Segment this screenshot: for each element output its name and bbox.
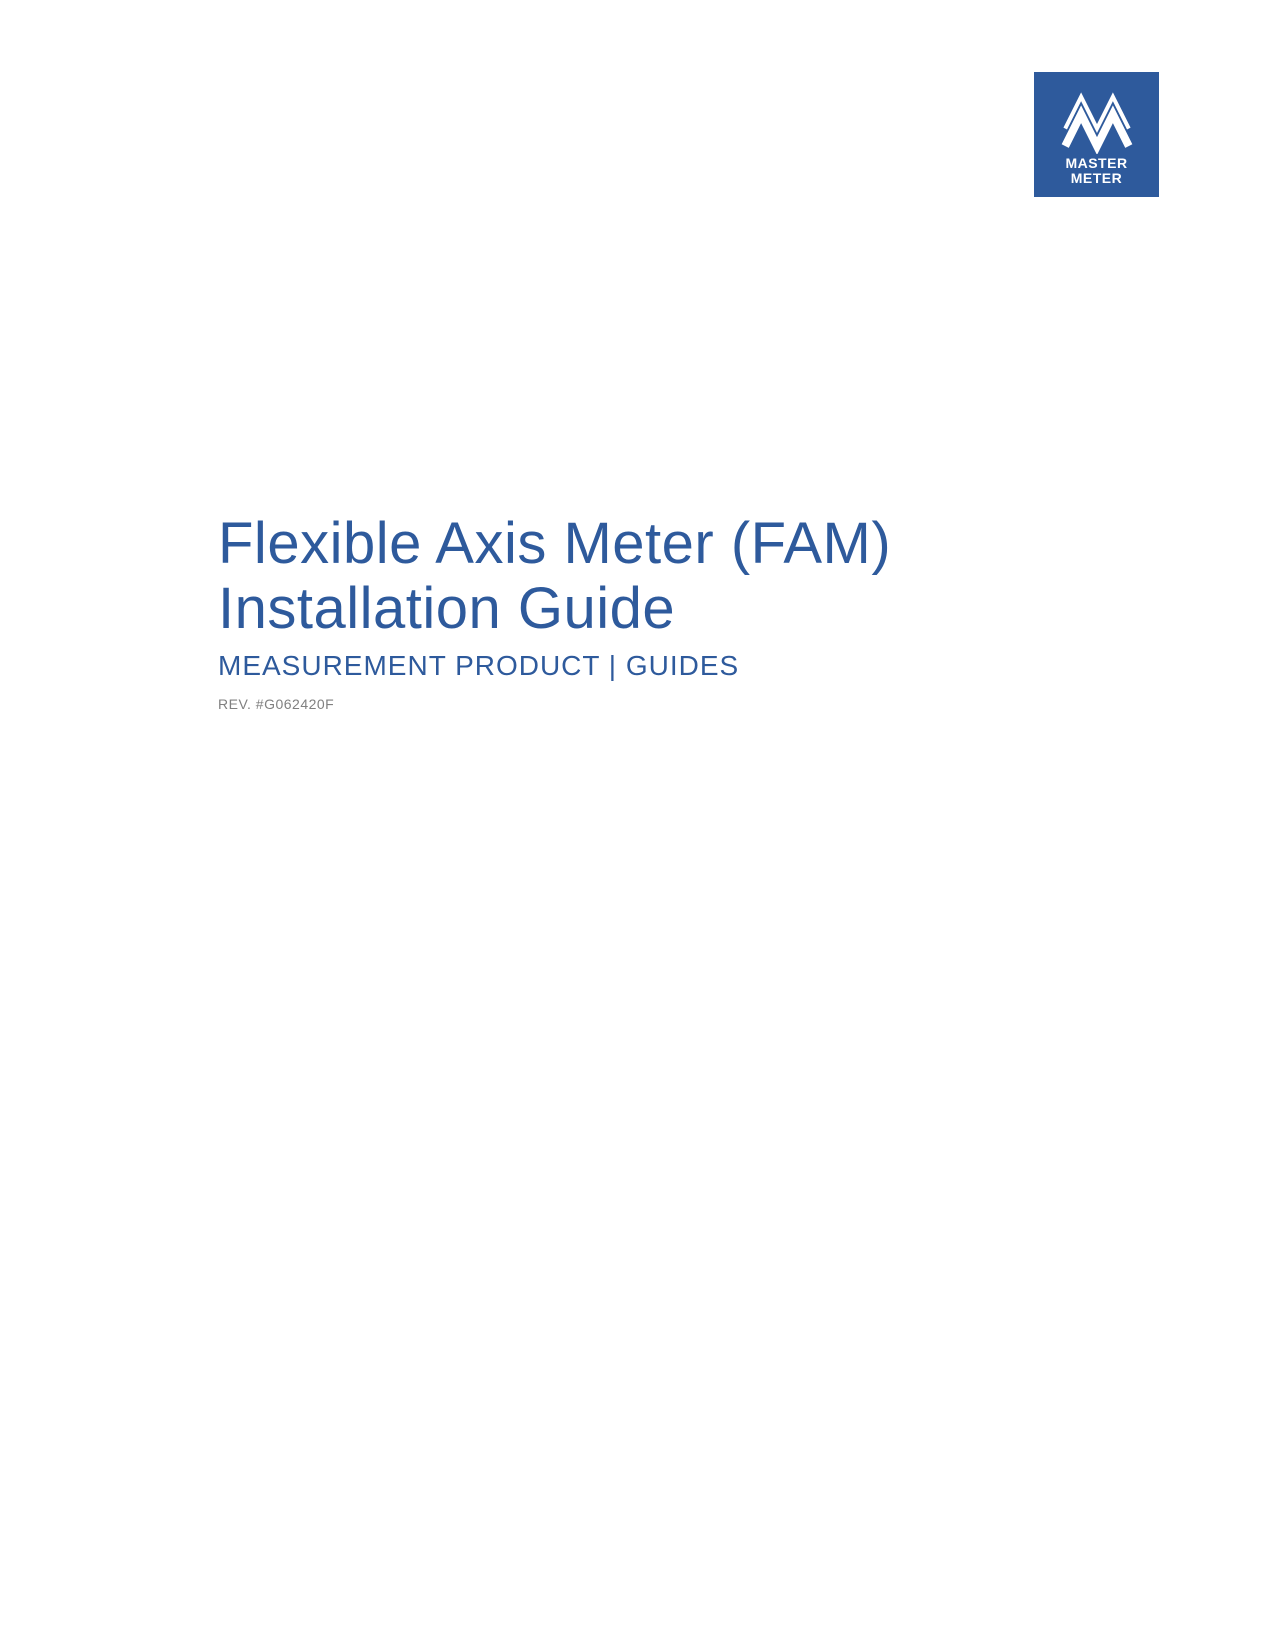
title-block: Flexible Axis Meter (FAM) Installation G… [218, 512, 1155, 712]
logo-mark-icon [1057, 92, 1137, 154]
document-subtitle: MEASUREMENT PRODUCT | GUIDES [218, 650, 1155, 682]
logo-text: MASTER METER [1065, 156, 1127, 185]
document-title-line1: Flexible Axis Meter (FAM) [218, 512, 1155, 577]
company-logo: MASTER METER [1034, 72, 1159, 197]
logo-text-line2: METER [1065, 171, 1127, 186]
logo-text-line1: MASTER [1065, 156, 1127, 171]
document-title-line2: Installation Guide [218, 577, 1155, 642]
revision-label: REV. #G062420F [218, 696, 1155, 712]
